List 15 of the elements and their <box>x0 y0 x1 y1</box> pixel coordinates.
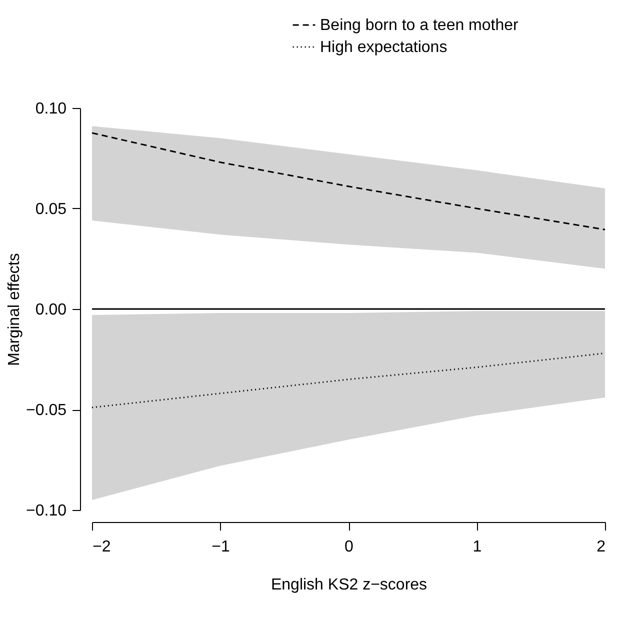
legend-label: Being born to a teen mother <box>320 17 520 34</box>
x-axis-title: English KS2 z−scores <box>270 576 428 594</box>
y-tick-label: 0.00 <box>35 302 67 318</box>
x-tick-label: −1 <box>212 538 230 556</box>
y-tick-label: −0.10 <box>26 502 67 520</box>
y-tick-label: −0.05 <box>26 402 67 419</box>
x-tick-label: 2 <box>596 538 606 556</box>
x-tick-label: 0 <box>344 538 354 556</box>
y-tick-label: 0.05 <box>35 201 67 218</box>
y-tick-label: 0.10 <box>35 100 67 118</box>
line-series <box>91 132 606 230</box>
x-tick-label: 1 <box>472 538 482 556</box>
legend-label: High expectations <box>320 39 448 56</box>
y-axis-title: Marginal effects <box>6 253 24 366</box>
x-tick-label: −2 <box>92 538 111 556</box>
